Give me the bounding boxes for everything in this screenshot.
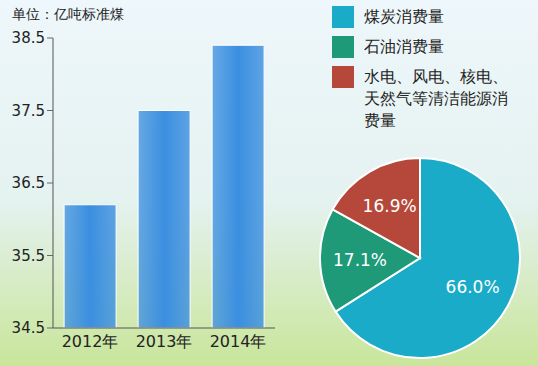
svg-text:2014年: 2014年: [210, 332, 267, 351]
svg-text:35.5: 35.5: [12, 247, 45, 265]
svg-text:38.5: 38.5: [12, 29, 45, 47]
svg-text:2013年: 2013年: [136, 332, 193, 351]
svg-text:36.5: 36.5: [12, 174, 45, 192]
svg-text:17.1%: 17.1%: [333, 250, 387, 270]
svg-text:66.0%: 66.0%: [446, 277, 500, 297]
html-text:煤炭消费量: 煤炭消费量: [364, 7, 444, 26]
svg-text:16.9%: 16.9%: [363, 196, 417, 216]
svg-text:37.5: 37.5: [12, 102, 45, 120]
svg-text:34.5: 34.5: [12, 319, 45, 337]
html-text:水电、风电、核电、天然气等清洁能源消费量: 水电、风电、核电、天然气等清洁能源消费量: [364, 67, 508, 130]
svg-text:2012年: 2012年: [62, 332, 119, 351]
html-text:单位：亿吨标准煤: 单位：亿吨标准煤: [12, 6, 124, 22]
html-text:石油消费量: 石油消费量: [364, 37, 444, 56]
